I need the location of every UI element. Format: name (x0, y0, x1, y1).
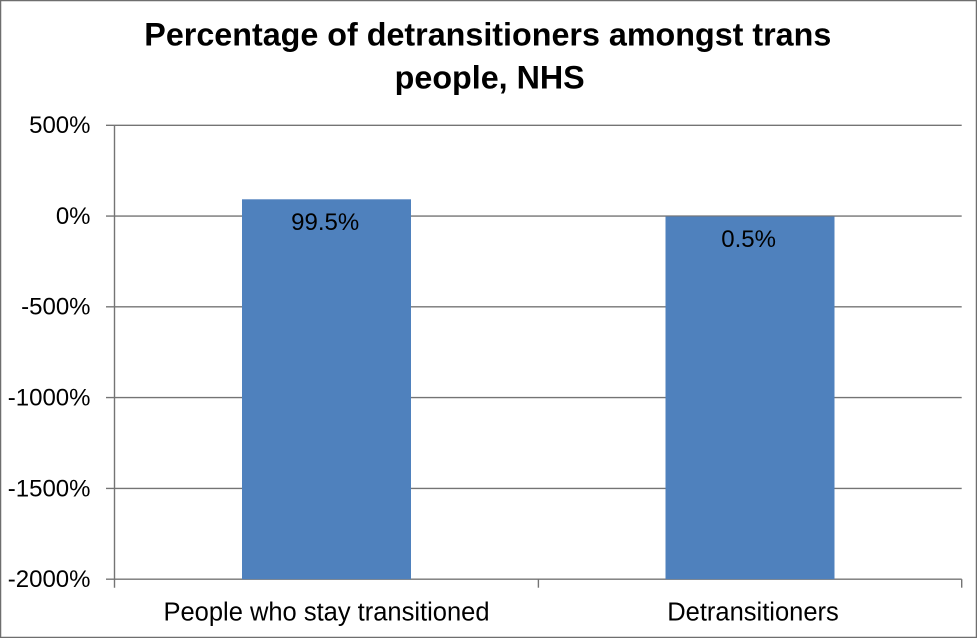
svg-text:-1000%: -1000% (8, 385, 91, 412)
svg-text:0%: 0% (56, 203, 91, 230)
svg-text:Detransitioners: Detransitioners (667, 598, 839, 626)
svg-text:Percentage of detransitioners: Percentage of detransitioners amongst tr… (144, 17, 831, 53)
svg-text:People who stay transitioned: People who stay transitioned (163, 598, 489, 626)
svg-text:-1500%: -1500% (8, 475, 91, 502)
svg-text:people, NHS: people, NHS (395, 60, 585, 96)
svg-text:500%: 500% (29, 112, 90, 139)
svg-text:-500%: -500% (21, 294, 90, 321)
svg-text:0.5%: 0.5% (721, 226, 776, 253)
svg-text:99.5%: 99.5% (291, 209, 359, 236)
svg-text:-2000%: -2000% (8, 566, 91, 593)
